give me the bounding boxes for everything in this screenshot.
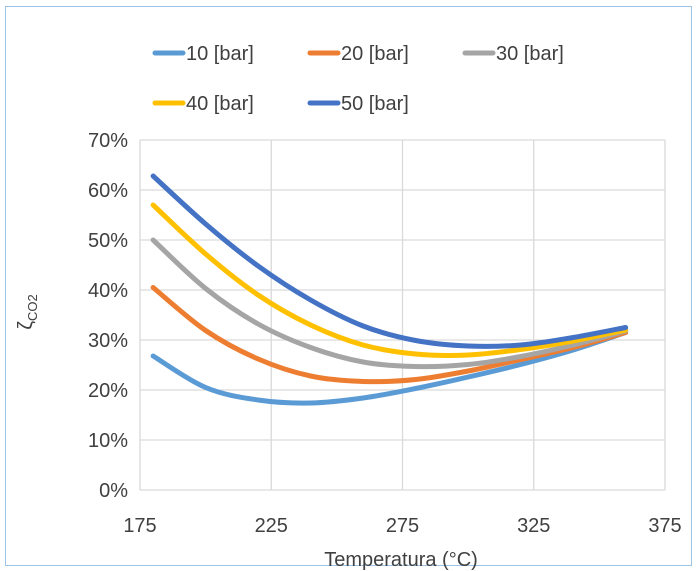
y-tick-label: 30% xyxy=(88,330,128,352)
x-axis-title: Temperatura (°C) xyxy=(324,549,478,571)
x-tick-labels: 175 225 275 325 375 xyxy=(123,515,681,537)
y-tick-label: 70% xyxy=(88,130,128,152)
x-tick-label: 175 xyxy=(123,515,156,537)
y-tick-label: 40% xyxy=(88,280,128,302)
y-tick-label: 60% xyxy=(88,180,128,202)
legend: 10 [bar] 20 [bar] 30 [bar] 40 [bar] 50 [bar] xyxy=(152,43,564,115)
legend-label: 20 [bar] xyxy=(341,43,409,65)
y-tick-label: 10% xyxy=(88,430,128,452)
series-line-10-bar xyxy=(150,330,629,406)
x-tick-label: 225 xyxy=(255,515,288,537)
x-tick-label: 275 xyxy=(386,515,419,537)
y-tick-label: 0% xyxy=(99,480,128,502)
legend-label: 50 [bar] xyxy=(341,93,409,115)
x-tick-label: 325 xyxy=(517,515,550,537)
series-line-40-bar xyxy=(150,202,629,358)
legend-label: 10 [bar] xyxy=(186,43,254,65)
series-line-20-bar xyxy=(150,285,629,385)
y-axis-title-subscript: CO2 xyxy=(25,294,40,321)
series-line-30-bar xyxy=(150,237,629,370)
svg-text:ζCO2: ζCO2 xyxy=(15,294,40,330)
grid-lines xyxy=(139,139,666,491)
y-axis-title-main: ζ xyxy=(15,321,37,330)
legend-label: 30 [bar] xyxy=(496,43,564,65)
legend-label: 40 [bar] xyxy=(186,93,254,115)
chart-frame xyxy=(5,6,692,566)
y-tick-labels: 0% 10% 20% 30% 40% 50% 60% 70% xyxy=(88,130,128,502)
y-axis-title: ζCO2 xyxy=(15,294,40,330)
y-tick-label: 50% xyxy=(88,230,128,252)
series-layer xyxy=(150,173,629,406)
x-tick-label: 375 xyxy=(648,515,681,537)
series-line-50-bar xyxy=(150,173,629,349)
y-tick-label: 20% xyxy=(88,380,128,402)
